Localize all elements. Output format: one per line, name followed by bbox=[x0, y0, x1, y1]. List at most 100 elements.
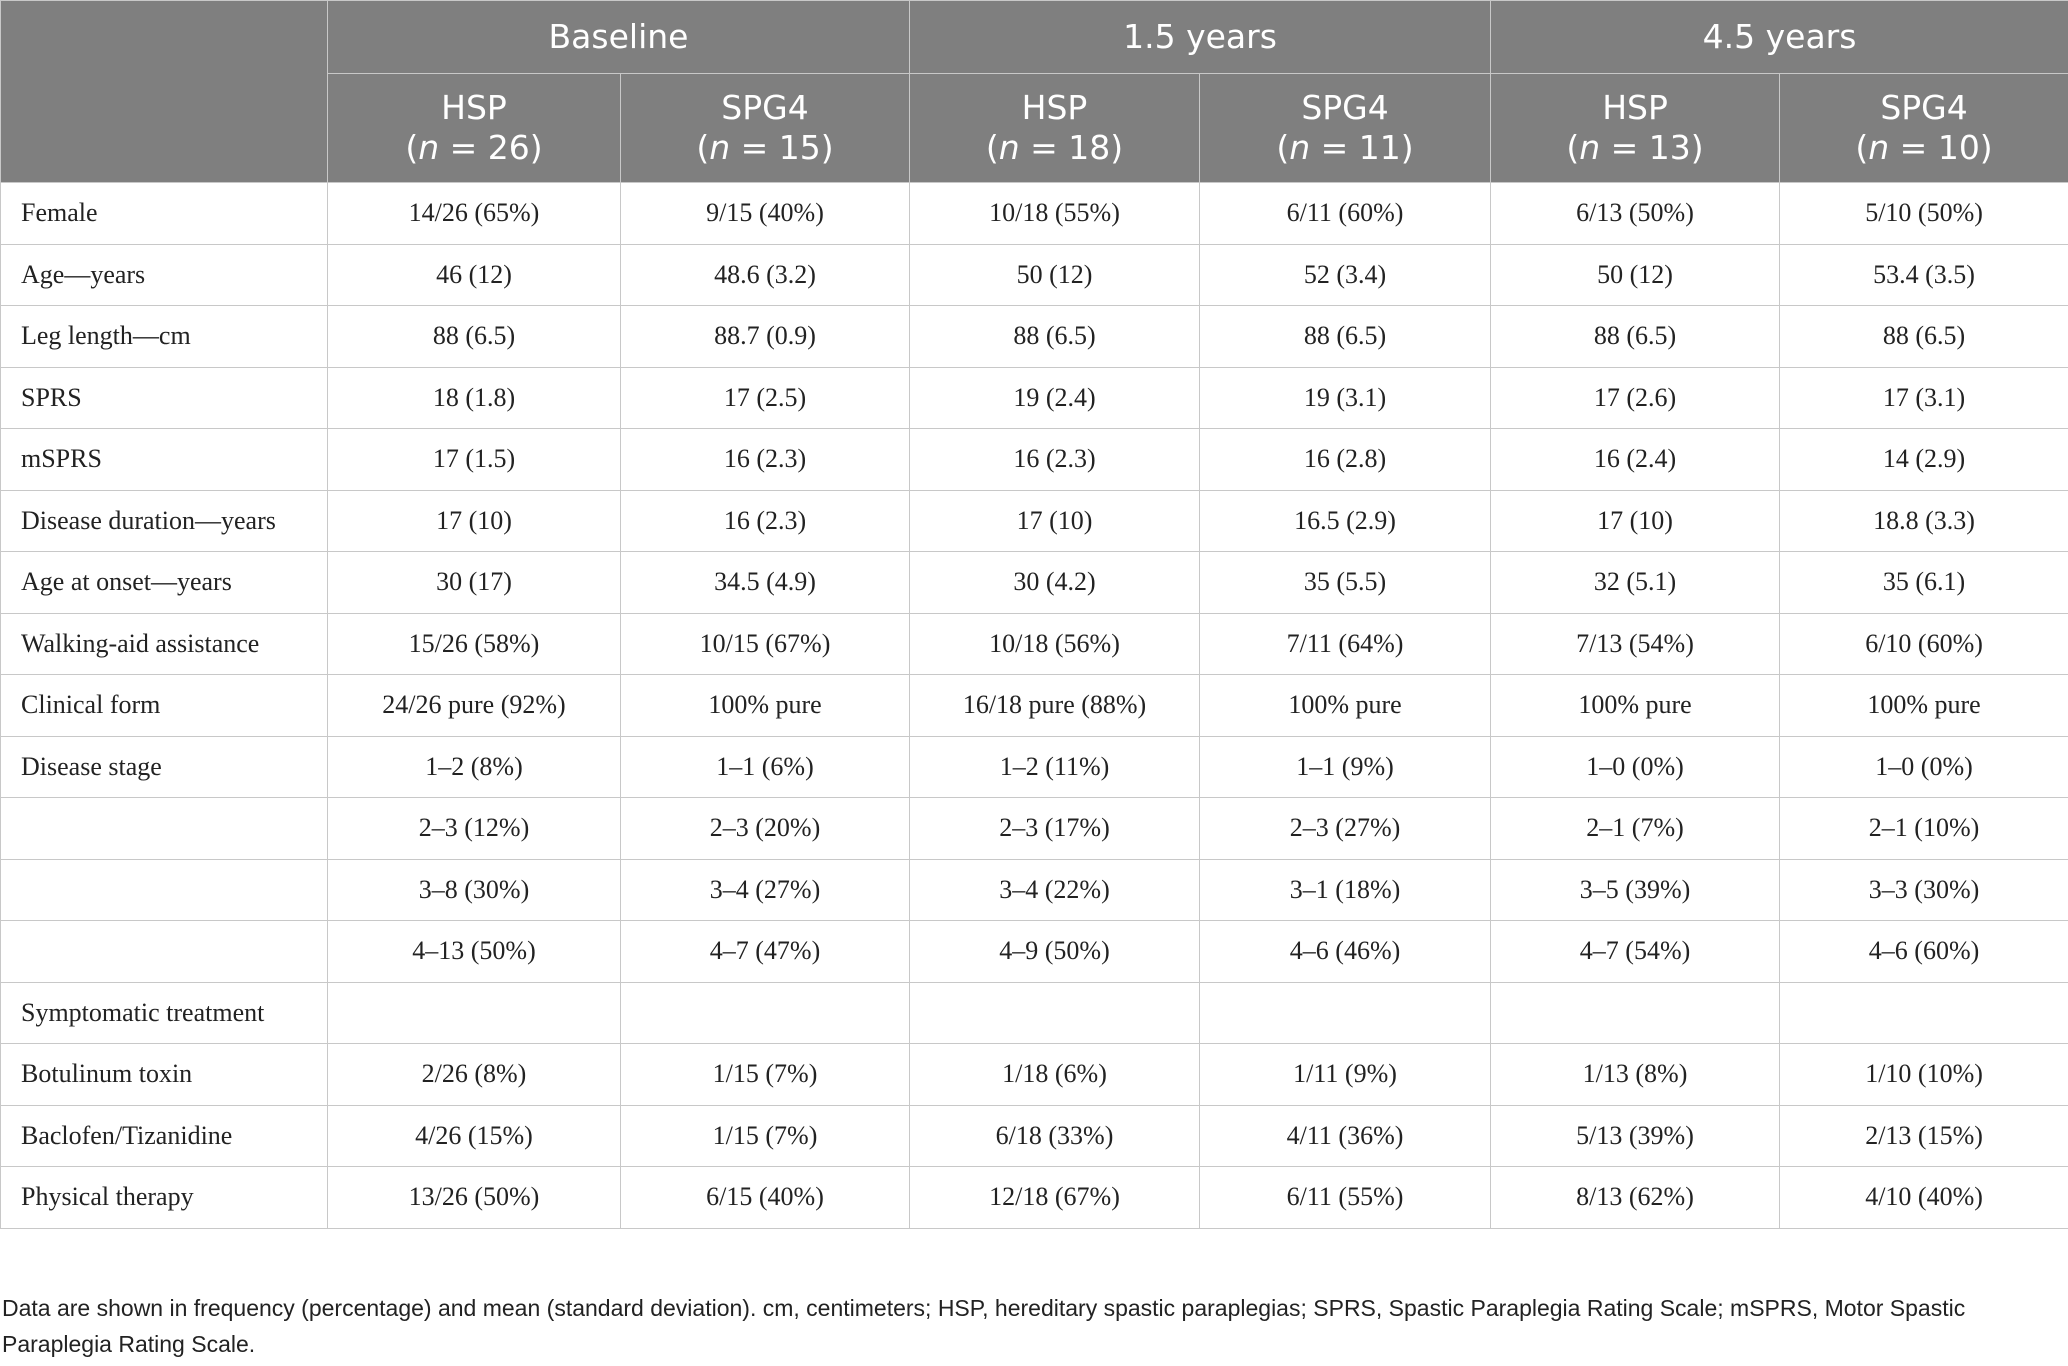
cell: 50 (12) bbox=[909, 243, 1201, 306]
row-label bbox=[0, 858, 328, 921]
cell: 2–1 (10%) bbox=[1779, 797, 2068, 860]
cell: 88 (6.5) bbox=[1490, 305, 1781, 368]
cell: 6/11 (55%) bbox=[1199, 1166, 1492, 1229]
n-part: = 10) bbox=[1889, 128, 1993, 167]
cell: 16 (2.3) bbox=[619, 428, 911, 491]
cell: 1–1 (9%) bbox=[1199, 735, 1492, 798]
cell: 16.5 (2.9) bbox=[1199, 489, 1492, 552]
cell: 17 (1.5) bbox=[327, 428, 621, 491]
cell: 30 (17) bbox=[327, 551, 621, 614]
table-row: 4–13 (50%) 4–7 (47%) 4–9 (50%) 4–6 (46%) 4–7… bbox=[0, 920, 2068, 983]
cell: 3–4 (22%) bbox=[909, 858, 1201, 921]
n-part: ( bbox=[1276, 128, 1290, 167]
footnote: Data are shown in frequency (percentage)… bbox=[2, 1295, 1966, 1357]
row-label: Walking-aid assistance bbox=[0, 612, 328, 675]
cell: 2–3 (20%) bbox=[619, 797, 911, 860]
cell: 52 (3.4) bbox=[1199, 243, 1492, 306]
cell: 1–2 (8%) bbox=[327, 735, 621, 798]
n-part: = 15) bbox=[730, 128, 834, 167]
cell: 17 (3.1) bbox=[1779, 366, 2068, 429]
cell: 1/15 (7%) bbox=[619, 1043, 911, 1106]
cell: 32 (5.1) bbox=[1490, 551, 1781, 614]
cell: 1–1 (6%) bbox=[619, 735, 911, 798]
cell bbox=[1199, 981, 1492, 1044]
subheader-name: HSP bbox=[1602, 88, 1668, 127]
table-row: Disease duration—years 17 (10) 16 (2.3) 17 … bbox=[0, 489, 2068, 552]
row-label: Female bbox=[0, 182, 328, 245]
subheader: SPG4 (n = 11) bbox=[1199, 73, 1492, 183]
cell: 1/10 (10%) bbox=[1779, 1043, 2068, 1106]
n-part: = 11) bbox=[1310, 128, 1414, 167]
cell bbox=[909, 981, 1201, 1044]
n-part: ( bbox=[696, 128, 710, 167]
cell: 3–1 (18%) bbox=[1199, 858, 1492, 921]
subheader: HSP (n = 18) bbox=[909, 73, 1201, 183]
table-row: Age—years 46 (12) 48.6 (3.2) 50 (12) 52 (3.4… bbox=[0, 243, 2068, 306]
cell: 4–6 (46%) bbox=[1199, 920, 1492, 983]
row-label: Symptomatic treatment bbox=[0, 981, 328, 1044]
n-part: = 26) bbox=[439, 128, 543, 167]
cell: 88 (6.5) bbox=[327, 305, 621, 368]
cell: 13/26 (50%) bbox=[327, 1166, 621, 1229]
subheader-n: (n = 13) bbox=[1491, 128, 1779, 168]
group-header: 1.5 years bbox=[909, 0, 1492, 74]
cell: 100% pure bbox=[1199, 674, 1492, 737]
group-header: 4.5 years bbox=[1490, 0, 2068, 74]
cell: 48.6 (3.2) bbox=[619, 243, 911, 306]
cell: 2/13 (15%) bbox=[1779, 1104, 2068, 1167]
subheader: HSP (n = 13) bbox=[1490, 73, 1781, 183]
row-label: Physical therapy bbox=[0, 1166, 328, 1229]
cell: 35 (5.5) bbox=[1199, 551, 1492, 614]
n-part: ( bbox=[985, 128, 999, 167]
cell bbox=[619, 981, 911, 1044]
table-row: Disease stage 1–2 (8%) 1–1 (6%) 1–2 (11%) 1–… bbox=[0, 735, 2068, 798]
cell: 4/26 (15%) bbox=[327, 1104, 621, 1167]
cell: 53.4 (3.5) bbox=[1779, 243, 2068, 306]
cell: 16 (2.4) bbox=[1490, 428, 1781, 491]
subheader-name: SPG4 bbox=[1880, 88, 1968, 127]
cell: 100% pure bbox=[1490, 674, 1781, 737]
n-part: n bbox=[998, 128, 1020, 167]
row-label bbox=[0, 920, 328, 983]
row-label: Age at onset—years bbox=[0, 551, 328, 614]
cell: 7/11 (64%) bbox=[1199, 612, 1492, 675]
cell: 88 (6.5) bbox=[909, 305, 1201, 368]
cell: 5/13 (39%) bbox=[1490, 1104, 1781, 1167]
row-label: Clinical form bbox=[0, 674, 328, 737]
row-label: Leg length—cm bbox=[0, 305, 328, 368]
cell: 6/15 (40%) bbox=[619, 1166, 911, 1229]
table-row: 2–3 (12%) 2–3 (20%) 2–3 (17%) 2–3 (27%) 2–1 … bbox=[0, 797, 2068, 860]
cell: 1–0 (0%) bbox=[1490, 735, 1781, 798]
cell: 6/13 (50%) bbox=[1490, 182, 1781, 245]
subheader-n: (n = 11) bbox=[1200, 128, 1490, 168]
cell: 9/15 (40%) bbox=[619, 182, 911, 245]
row-label: Botulinum toxin bbox=[0, 1043, 328, 1106]
n-part: n bbox=[709, 128, 731, 167]
subheader: SPG4 (n = 10) bbox=[1779, 73, 2068, 183]
row-label: Disease stage bbox=[0, 735, 328, 798]
header-row: Baseline 1.5 years 4.5 years bbox=[0, 0, 2068, 183]
cell: 6/10 (60%) bbox=[1779, 612, 2068, 675]
cell: 17 (2.5) bbox=[619, 366, 911, 429]
cell: 19 (3.1) bbox=[1199, 366, 1492, 429]
cell: 4/10 (40%) bbox=[1779, 1166, 2068, 1229]
table-row: Walking-aid assistance 15/26 (58%) 10/15 (… bbox=[0, 612, 2068, 675]
table-row: Baclofen/Tizanidine 4/26 (15%) 1/15 (7%) 6/… bbox=[0, 1104, 2068, 1167]
subheader-n: (n = 18) bbox=[910, 128, 1199, 168]
cell: 14 (2.9) bbox=[1779, 428, 2068, 491]
cell: 16 (2.3) bbox=[619, 489, 911, 552]
cell: 3–3 (30%) bbox=[1779, 858, 2068, 921]
table-body: Female 14/26 (65%) 9/15 (40%) 10/18 (55%) 6/… bbox=[0, 182, 2068, 1229]
table-row: Physical therapy 13/26 (50%) 6/15 (40%) 12/… bbox=[0, 1166, 2068, 1229]
cell: 16 (2.3) bbox=[909, 428, 1201, 491]
cell: 19 (2.4) bbox=[909, 366, 1201, 429]
cell: 2–3 (27%) bbox=[1199, 797, 1492, 860]
cell: 3–5 (39%) bbox=[1490, 858, 1781, 921]
cell: 46 (12) bbox=[327, 243, 621, 306]
cell: 10/15 (67%) bbox=[619, 612, 911, 675]
cell bbox=[327, 981, 621, 1044]
cell: 100% pure bbox=[1779, 674, 2068, 737]
cell bbox=[1779, 981, 2068, 1044]
table-row: Leg length—cm 88 (6.5) 88.7 (0.9) 88 (6.5) 8… bbox=[0, 305, 2068, 368]
